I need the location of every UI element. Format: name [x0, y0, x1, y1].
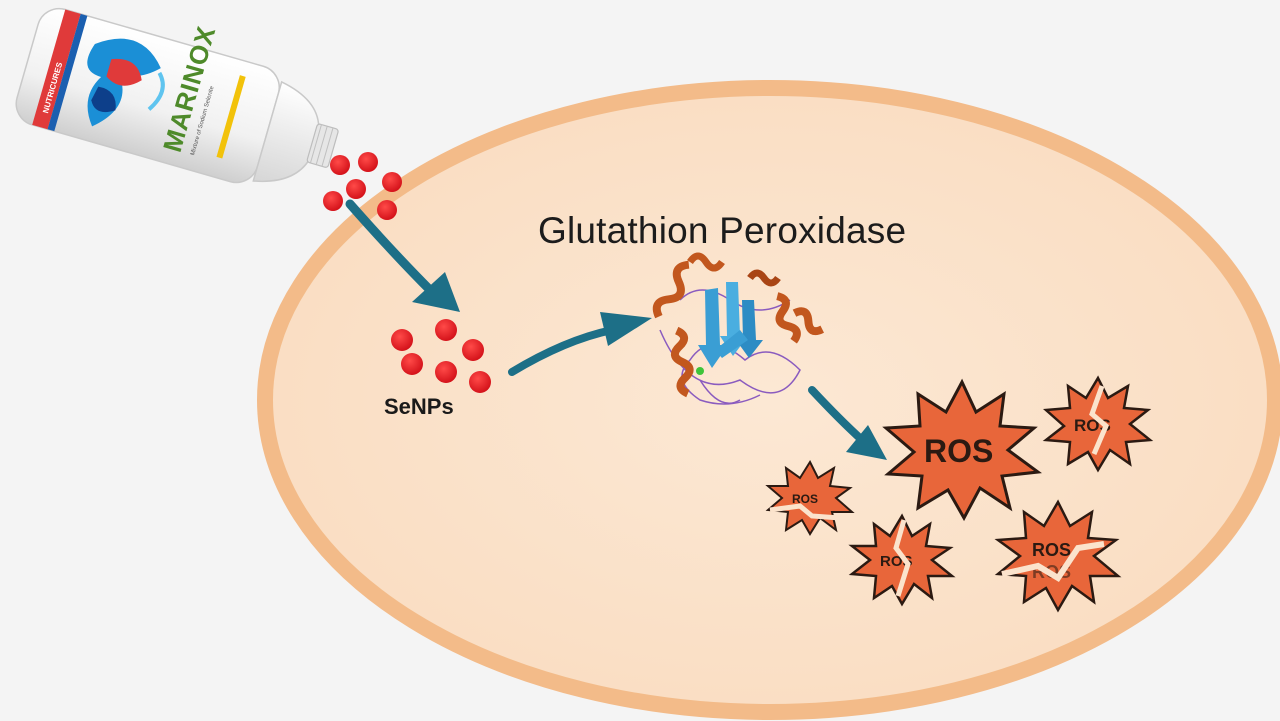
particle: [435, 361, 457, 383]
helix: [792, 307, 824, 336]
particle: [323, 191, 343, 211]
ros-group: ROS ROS ROS ROS ROS ROS: [765, 375, 1154, 613]
particle: [382, 172, 402, 192]
crack: [893, 519, 911, 597]
ros-burst-broken: ROS: [765, 459, 855, 536]
arrow-enzyme-to-ros: [808, 386, 887, 460]
crack: [1089, 385, 1110, 455]
crack: [769, 503, 841, 521]
bottle-neck: [306, 123, 339, 168]
particle: [401, 353, 423, 375]
particle: [330, 155, 350, 175]
ros-label: ROS: [1032, 540, 1071, 560]
ros-burst-main: ROS: [882, 378, 1042, 522]
ros-burst-broken: ROS ROS: [994, 499, 1122, 613]
crack: [1001, 541, 1105, 583]
ros-burst-broken: ROS: [848, 513, 956, 607]
arrow-senps-to-enzyme: [508, 312, 652, 376]
ros-label: ROS: [924, 433, 993, 469]
ros-label: ROS: [792, 492, 818, 506]
particle: [462, 339, 484, 361]
particle: [469, 371, 491, 393]
beta-sheet: [715, 330, 748, 358]
poured-particles: [323, 152, 402, 220]
helix: [747, 269, 781, 287]
particle: [358, 152, 378, 172]
enzyme-title: Glutathion Peroxidase: [538, 210, 907, 251]
particle: [346, 179, 366, 199]
senps-cluster: [391, 319, 491, 393]
helix: [652, 260, 690, 319]
supplement-bottle: NUTRICURES MARINOX Mixture of Sodium Sel…: [15, 7, 339, 184]
bottle-red-stripe: [32, 9, 81, 130]
active-site: [696, 367, 704, 375]
enzyme-structure-icon: [652, 252, 824, 405]
helix: [687, 252, 725, 272]
helix: [775, 292, 801, 344]
ros-burst-shape: [882, 378, 1042, 522]
ros-burst-shape: [994, 499, 1122, 613]
arrow-bottle-to-senps: [345, 199, 460, 312]
particle: [377, 200, 397, 220]
ros-burst-shape: [1042, 375, 1154, 473]
senps-label: SeNPs: [384, 394, 454, 419]
particle: [435, 319, 457, 341]
helix: [670, 326, 694, 398]
ros-burst-broken: ROS: [1042, 375, 1154, 473]
particle: [391, 329, 413, 351]
